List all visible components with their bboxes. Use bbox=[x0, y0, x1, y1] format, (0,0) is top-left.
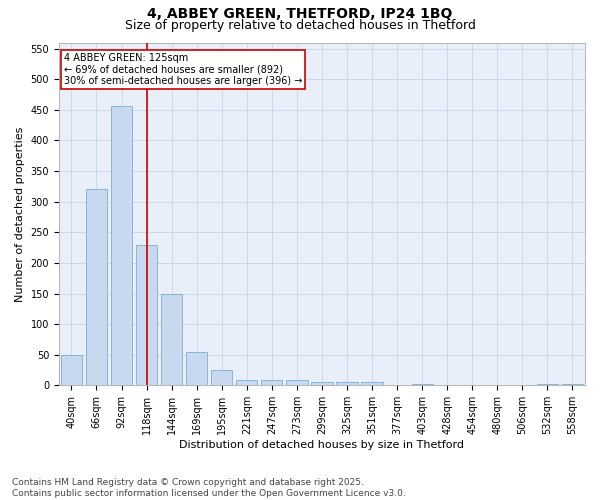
Bar bbox=[61, 354, 82, 386]
Bar bbox=[211, 370, 232, 386]
Text: Contains HM Land Registry data © Crown copyright and database right 2025.
Contai: Contains HM Land Registry data © Crown c… bbox=[12, 478, 406, 498]
Bar bbox=[111, 106, 132, 386]
Bar bbox=[361, 382, 383, 386]
Bar bbox=[562, 384, 583, 386]
Bar bbox=[136, 244, 157, 386]
Bar bbox=[337, 382, 358, 386]
Y-axis label: Number of detached properties: Number of detached properties bbox=[15, 126, 25, 302]
Text: 4, ABBEY GREEN, THETFORD, IP24 1BQ: 4, ABBEY GREEN, THETFORD, IP24 1BQ bbox=[148, 8, 452, 22]
Bar bbox=[412, 384, 433, 386]
Bar bbox=[286, 380, 308, 386]
Bar bbox=[311, 382, 332, 386]
Bar bbox=[537, 384, 558, 386]
X-axis label: Distribution of detached houses by size in Thetford: Distribution of detached houses by size … bbox=[179, 440, 464, 450]
Bar bbox=[186, 352, 208, 386]
Bar bbox=[236, 380, 257, 386]
Text: 4 ABBEY GREEN: 125sqm
← 69% of detached houses are smaller (892)
30% of semi-det: 4 ABBEY GREEN: 125sqm ← 69% of detached … bbox=[64, 53, 302, 86]
Bar bbox=[86, 190, 107, 386]
Bar bbox=[261, 380, 283, 386]
Bar bbox=[161, 294, 182, 386]
Text: Size of property relative to detached houses in Thetford: Size of property relative to detached ho… bbox=[125, 18, 475, 32]
